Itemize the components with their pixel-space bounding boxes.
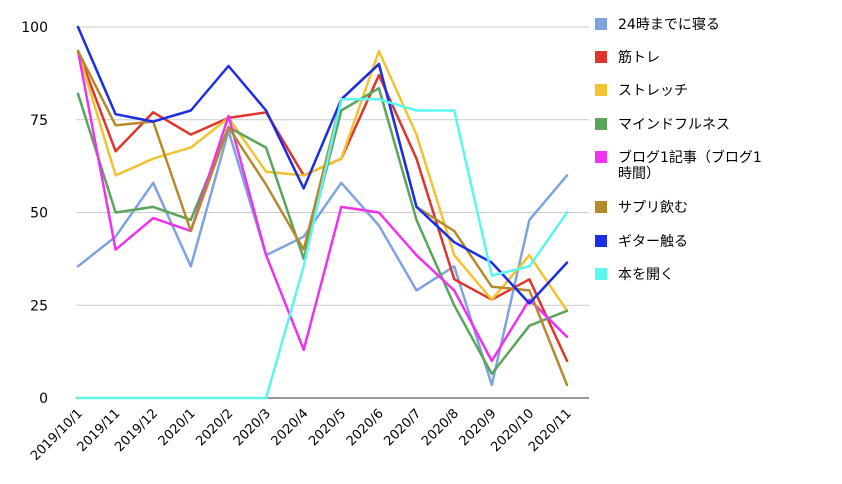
legend-swatch bbox=[595, 18, 607, 30]
x-tick-label: 2020/7 bbox=[381, 406, 424, 449]
legend-swatch bbox=[595, 151, 607, 163]
legend-label: サプリ飲む bbox=[618, 200, 688, 216]
legend-label: ブログ1記事（ブログ1 bbox=[618, 149, 762, 166]
legend-swatch bbox=[595, 118, 607, 130]
series-line-4 bbox=[76, 49, 569, 363]
legend-label: マインドフルネス bbox=[618, 117, 730, 133]
y-tick-label: 25 bbox=[30, 298, 48, 314]
y-tick-label: 50 bbox=[30, 206, 48, 222]
x-tick-label: 2020/3 bbox=[231, 406, 274, 449]
series-line-2 bbox=[76, 49, 569, 313]
legend-label: ギター触る bbox=[618, 234, 688, 250]
legend-label: 本を開く bbox=[618, 267, 674, 283]
legend-label: 時間） bbox=[618, 166, 660, 182]
x-tick-label: 2019/10/1 bbox=[28, 406, 86, 464]
y-tick-label: 0 bbox=[39, 391, 48, 407]
legend-label: ストレッチ bbox=[618, 83, 688, 99]
x-tick-label: 2020/1 bbox=[156, 406, 199, 449]
series-line-5 bbox=[76, 49, 569, 387]
legend-swatch bbox=[595, 201, 607, 213]
series-line-0 bbox=[76, 129, 569, 387]
y-axis-tick-labels: 0 25 50 75 100 bbox=[21, 20, 48, 407]
y-tick-label: 100 bbox=[21, 20, 48, 36]
legend-label: 筋トレ bbox=[618, 49, 660, 66]
legend-swatch bbox=[595, 268, 607, 280]
legend-label: 24時までに寝る bbox=[618, 16, 720, 33]
x-tick-label: 2020/4 bbox=[269, 406, 312, 449]
x-tick-label: 2020/6 bbox=[344, 406, 387, 449]
series-lines bbox=[76, 25, 569, 400]
legend-swatch bbox=[595, 84, 607, 96]
x-tick-label: 2020/8 bbox=[419, 406, 462, 449]
legend-swatch bbox=[595, 235, 607, 247]
x-tick-label: 2020/5 bbox=[306, 406, 349, 449]
y-tick-label: 75 bbox=[30, 113, 48, 129]
legend-swatch bbox=[595, 51, 607, 63]
x-tick-label: 2020/2 bbox=[193, 406, 236, 449]
series-line-7 bbox=[76, 98, 569, 400]
x-axis-tick-labels: 2019/10/12019/112019/122020/12020/22020/… bbox=[28, 406, 575, 464]
series-line-6 bbox=[76, 25, 569, 305]
series-line-3 bbox=[76, 86, 569, 376]
grid-lines bbox=[76, 26, 589, 399]
